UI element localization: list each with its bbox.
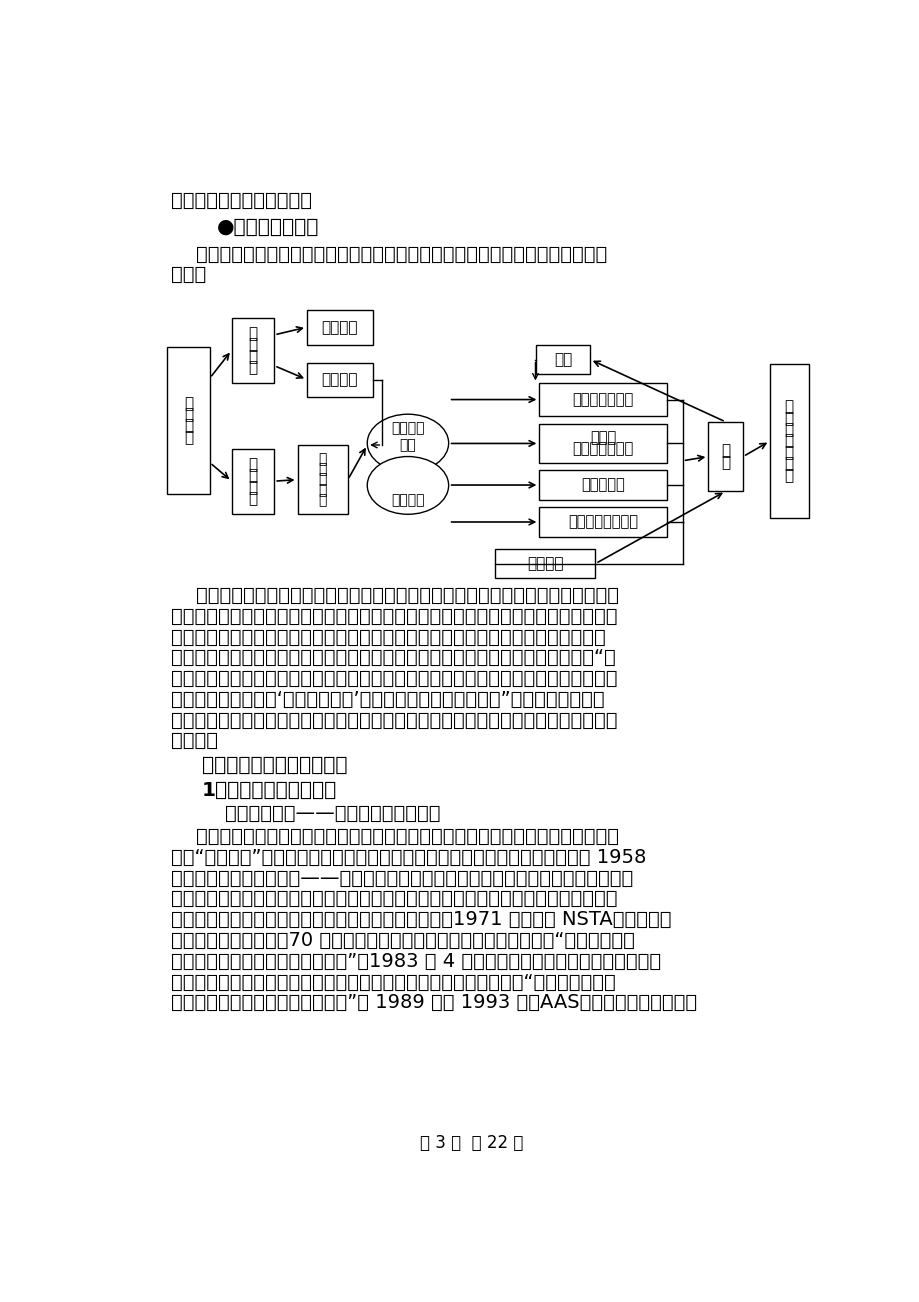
Ellipse shape (367, 457, 448, 514)
Text: 方面。: 方面。 (171, 264, 206, 284)
Text: 高: 高 (784, 400, 793, 414)
Text: 提: 提 (784, 410, 793, 426)
Text: 行课题的实践研究。通过实验班学生反馈情况来检验我们实践研究的成效并不断修正研: 行课题的实践研究。通过实验班学生反馈情况来检验我们实践研究的成效并不断修正研 (171, 711, 617, 729)
Text: 路: 路 (318, 483, 326, 497)
Bar (167, 348, 210, 493)
Text: 究: 究 (184, 396, 193, 410)
Text: 科学教育: 科学教育 (321, 372, 357, 388)
Text: 主要的是培养具有科学素养的公民”；1983 年 4 月美国国家优质教育委员会发表了一份: 主要的是培养具有科学素养的公民”；1983 年 4 月美国国家优质教育委员会发表… (171, 952, 660, 971)
Text: 科学素养、科学教育及相关概念的理解作为前期研究工作的主要内容，为实践研究奠定: 科学素养、科学教育及相关概念的理解作为前期研究工作的主要内容，为实践研究奠定 (171, 607, 617, 626)
Text: 习和实验活动课以及‘科学家的成长’为主题的科学教育系列讲座”等四种教育形式进: 习和实验活动课以及‘科学家的成长’为主题的科学教育系列讲座”等四种教育形式进 (171, 690, 604, 708)
Text: 研: 研 (248, 337, 257, 353)
Text: 反馈: 反馈 (553, 352, 572, 367)
Bar (769, 365, 808, 518)
Text: 学生的学习成绩的提高，又有利于学生科学素养的培养和优化的前提下，我们选择“推: 学生的学习成绩的提高，又有利于学生科学素养的培养和优化的前提下，我们选择“推 (171, 648, 615, 667)
Text: 题，并把培养科学素养作为科学教育的口号经常提及；1971 年美国的 NSTA（国家科学: 题，并把培养科学素养作为科学教育的口号经常提及；1971 年美国的 NSTA（国… (171, 910, 671, 930)
Text: 干扰作用: 干扰作用 (527, 556, 562, 572)
Text: 第 3 页  共 22 页: 第 3 页 共 22 页 (419, 1134, 523, 1152)
Text: 课: 课 (184, 430, 193, 445)
Bar (535, 345, 589, 374)
Text: 科: 科 (784, 467, 793, 483)
Text: 素: 素 (784, 445, 793, 460)
Text: 科学素养: 科学素养 (321, 320, 357, 335)
Bar (494, 549, 595, 578)
Text: 下面的图示概括地表示了我们研究工作的思路和方法以及研究所涉及的几个主要: 下面的图示概括地表示了我们研究工作的思路和方法以及研究所涉及的几个主要 (171, 245, 607, 264)
Text: 素质教育: 素质教育 (391, 421, 425, 435)
Text: 论: 论 (248, 349, 257, 363)
Text: 社会实践型研究: 社会实践型研究 (572, 441, 633, 457)
Text: 行探究式课堂教学，进行课堂教学改革；以自然科学知识为载体的社会实践型研究性学: 行探究式课堂教学，进行课堂教学改革；以自然科学知识为载体的社会实践型研究性学 (171, 669, 617, 687)
Text: 做了大量的前期准备工作。: 做了大量的前期准备工作。 (171, 191, 312, 210)
Text: ●课题研究流程图: ●课题研究流程图 (217, 217, 319, 237)
Text: 养: 养 (784, 434, 793, 449)
Text: 性学习: 性学习 (589, 431, 616, 445)
Bar (539, 470, 666, 500)
Text: 思: 思 (318, 493, 326, 508)
Text: 与: 与 (318, 473, 326, 487)
Text: 了理论基础。通过对本市初中生的科学素养的基本情况调查和分析后，在保证有利于: 了理论基础。通过对本市初中生的科学素养的基本情况调查和分析后，在保证有利于 (171, 628, 605, 647)
Text: 在社会中的应用，并探讨了科学与社会的关系，自此以后，人们开始关注科学素养的问: 在社会中的应用，并探讨了科学与社会的关系，自此以后，人们开始关注科学素养的问 (171, 889, 617, 909)
Bar (297, 445, 347, 514)
Text: 应试教育: 应试教育 (391, 493, 425, 508)
Text: 题: 题 (184, 418, 193, 434)
Text: 科学素养一词一开始是被用作理想化的口号，没有特定的意义。多数人认为，首次: 科学素养一词一开始是被用作理想化的口号，没有特定的意义。多数人认为，首次 (171, 827, 618, 846)
Bar (232, 449, 274, 514)
Text: 法: 法 (318, 452, 326, 466)
Text: 学: 学 (784, 457, 793, 471)
Text: 理: 理 (248, 361, 257, 375)
Text: 探: 探 (248, 469, 257, 483)
Bar (232, 318, 274, 383)
Text: 方: 方 (318, 462, 326, 477)
Text: 践: 践 (248, 479, 257, 495)
Bar (539, 424, 666, 462)
Text: 究方案。: 究方案。 (171, 732, 218, 750)
Bar (539, 383, 666, 415)
Text: 具有世界影响的报告《国家处在危险中：教育改革势在必行》中指出“科学教育的目的: 具有世界影响的报告《国家处在危险中：教育改革势在必行》中指出“科学教育的目的 (171, 973, 615, 991)
Text: 学: 学 (720, 454, 730, 470)
Ellipse shape (367, 414, 448, 471)
Text: 的: 的 (784, 422, 793, 437)
Text: 研: 研 (184, 408, 193, 422)
Bar (539, 508, 666, 536)
Text: 实验活动课: 实验活动课 (581, 478, 624, 492)
Text: 年发表了一篇《科学素养——对美国学校的意义》的论文中把科学素养解释为科学及其: 年发表了一篇《科学素养——对美国学校的意义》的论文中把科学素养解释为科学及其 (171, 868, 632, 888)
Text: 交集: 交集 (399, 437, 416, 452)
Text: 我们认为一项研究，首先要明确研究对象和方向，这样可避免盲目性，所以我们把: 我们认为一项研究，首先要明确研究对象和方向，这样可避免盲目性，所以我们把 (171, 586, 618, 605)
Text: 究: 究 (248, 326, 257, 341)
Text: 教师协会）在其题为（70 年代的学校科学教育）的情况报告中明确提出“科学教育的最: 教师协会）在其题为（70 年代的学校科学教育）的情况报告中明确提出“科学教育的最 (171, 931, 634, 950)
Text: （一）课题理论层面的研究: （一）课题理论层面的研究 (201, 756, 347, 775)
Text: 科学教育系列讲座: 科学教育系列讲座 (568, 514, 638, 530)
Text: 培养科学素养——从口号向目标的演进: 培养科学素养——从口号向目标的演进 (225, 803, 440, 823)
Text: 1．科学素养概念的发展: 1．科学素养概念的发展 (201, 781, 336, 799)
Text: 是培养一代具有科学素养的美国人”； 1989 年和 1993 年，AAS（美国科学促进协会）: 是培养一代具有科学素养的美国人”； 1989 年和 1993 年，AAS（美国科… (171, 993, 697, 1012)
Bar (306, 310, 372, 345)
Bar (306, 362, 372, 397)
Text: 索: 索 (248, 457, 257, 471)
Text: 使用“科学素养”一词来探讨科学教育问题的是美国斯坦福大学的学者赫德，他于 1958: 使用“科学素养”一词来探讨科学教育问题的是美国斯坦福大学的学者赫德，他于 195… (171, 848, 645, 867)
Text: 探究式课堂教学: 探究式课堂教学 (572, 392, 633, 408)
Text: 生: 生 (720, 443, 730, 458)
Bar (708, 422, 743, 491)
Text: 实: 实 (248, 491, 257, 506)
